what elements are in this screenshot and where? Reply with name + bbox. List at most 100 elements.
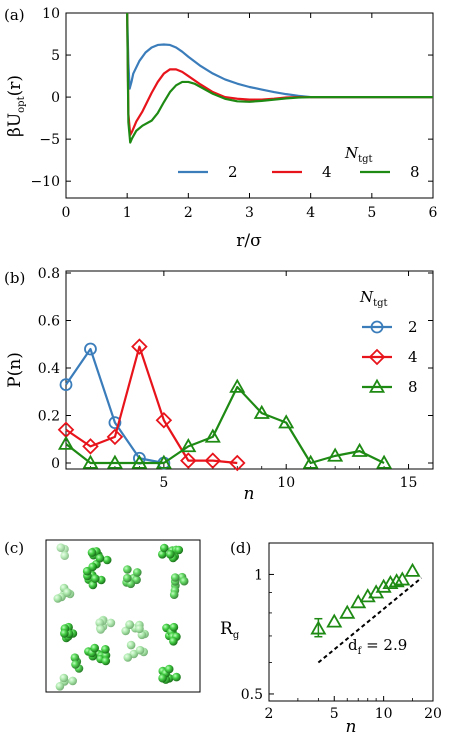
panel-b-marker-8 [351, 442, 368, 457]
panel-c-cluster [158, 543, 184, 563]
panel-b-y-tick-label: 0.6 [38, 314, 60, 330]
panel-c-cluster [55, 673, 77, 691]
panel-c-particle [165, 550, 175, 559]
panel-d-marker [382, 574, 399, 590]
panel-d-x-tick-label: 5 [330, 706, 339, 722]
panel-c-snapshot: (c) [4, 539, 201, 693]
panel-c-particle [135, 624, 144, 634]
panel-c-particle [135, 645, 145, 655]
panel-b-legend-marker-8 [368, 378, 386, 393]
panel-c-particle [60, 629, 69, 638]
panel-a-axes-frame [65, 12, 434, 199]
panel-b-marker-4 [106, 428, 124, 446]
panel-b-legend-marker-2 [370, 320, 384, 334]
panel-c-particle [126, 640, 136, 650]
panel-d-marker [394, 571, 411, 586]
panel-c-cluster [123, 640, 148, 662]
panel-a-y-tick-label: −10 [30, 174, 60, 190]
panel-c-cluster [162, 622, 181, 646]
panel-b-legend-title: Ntgt [359, 288, 388, 309]
panel-a-potential-chart: (a) 0 1 2 3 4 5 6 10 5 0 −5 −10 βUopt(r) r/σ Ntgt 2… [4, 6, 438, 251]
panel-b-marker-4 [228, 454, 246, 472]
panel-d-fractal-annotation: df = 2.9 [348, 636, 407, 657]
panel-c-particle [123, 573, 132, 583]
panel-a-y-tick-label: 5 [51, 48, 60, 64]
panel-b-label: (b) [4, 269, 25, 287]
panel-b-x-tick-label: 10 [277, 475, 295, 491]
panel-d-y-tick-label: 1 [254, 567, 263, 583]
panel-c-cluster [56, 543, 69, 560]
panel-c-cluster [84, 643, 111, 666]
panel-a-y-label: βUopt(r) [5, 75, 27, 137]
panel-b-x-tick-label: 15 [400, 475, 418, 491]
panel-c-cluster [169, 572, 189, 599]
panel-b-marker-4 [180, 452, 197, 469]
panel-c-cluster [60, 622, 78, 643]
panel-c-particle [91, 574, 100, 583]
panel-c-particle [70, 653, 80, 662]
panel-b-y-tick-label: 0.4 [38, 361, 60, 377]
panel-c-particle [87, 548, 97, 557]
panel-c-particle [123, 653, 133, 662]
panel-a-x-label: r/σ [236, 231, 262, 251]
panel-c-particle [95, 553, 105, 563]
panel-b-y-label: P(n) [5, 352, 25, 388]
panel-b-marker-8 [155, 454, 172, 469]
panel-b-marker-2 [84, 342, 97, 356]
panel-c-particle [169, 637, 178, 646]
panel-b-y-tick-label: 0.8 [38, 266, 60, 282]
panel-c-particle [71, 660, 80, 669]
panel-c-particle [59, 673, 69, 683]
panel-a-x-tick-label: 5 [367, 205, 376, 221]
panel-b-marker-8 [180, 438, 197, 453]
panel-c-particle [60, 551, 69, 560]
panel-c-particle [55, 682, 65, 691]
panel-c-particle [164, 664, 174, 674]
panel-c-particle [68, 676, 77, 686]
panel-d-x-tick-label: 10 [375, 706, 393, 722]
panel-b-series-line-2 [65, 347, 165, 465]
panel-b-marker-8 [253, 404, 270, 419]
panel-c-particle [56, 543, 66, 552]
panel-c-cluster [53, 583, 75, 603]
panel-d-label: (d) [230, 539, 251, 557]
panel-c-particle [158, 673, 167, 683]
panel-a-label: (a) [4, 6, 25, 24]
panel-d-marker [310, 620, 327, 635]
panel-d-y-label: Rg [220, 619, 240, 641]
panel-b-marker-8 [82, 454, 99, 469]
panel-c-cluster [95, 615, 116, 634]
panel-c-particle [88, 562, 97, 572]
panel-b-axes-frame [65, 270, 434, 470]
panel-b-legend-label-4: 4 [408, 348, 418, 366]
panel-c-cluster [70, 653, 84, 673]
panel-a-legend-label-4: 4 [322, 163, 332, 181]
panel-b-legend-label-8: 8 [408, 378, 418, 396]
panel-a-x-tick-label: 3 [245, 205, 254, 221]
panel-c-cluster [122, 565, 142, 589]
panel-b-marker-4 [131, 338, 148, 355]
panel-d-marker [388, 573, 405, 588]
panel-a-y-tick-label: 0 [51, 90, 60, 106]
panel-d-axes-frame [268, 542, 434, 702]
panel-a-y-tick-label: 10 [42, 6, 60, 22]
panel-b-legend-label-2: 2 [408, 318, 418, 336]
panel-a-x-tick-label: 4 [306, 205, 315, 221]
panel-a-legend-label-8: 8 [410, 163, 420, 181]
panel-a-series-line-8 [126, 12, 433, 144]
panel-b-marker-4 [155, 411, 173, 429]
panel-d-marker [404, 562, 421, 577]
panel-c-particle [121, 626, 130, 636]
panel-b-x-label: n [244, 484, 255, 504]
panel-c-particle [169, 590, 179, 599]
panel-d-fit-line [317, 577, 423, 664]
panel-a-x-tick-label: 0 [62, 205, 71, 221]
panel-b-marker-8 [57, 435, 75, 450]
panel-b-marker-2 [108, 416, 122, 430]
panel-c-particle [174, 545, 184, 555]
panel-c-cluster [121, 620, 149, 640]
panel-b-marker-8 [204, 428, 221, 443]
panel-d-x-tick-label: 20 [424, 706, 442, 722]
panel-c-particle [125, 620, 134, 629]
panel-c-particle [53, 594, 63, 603]
